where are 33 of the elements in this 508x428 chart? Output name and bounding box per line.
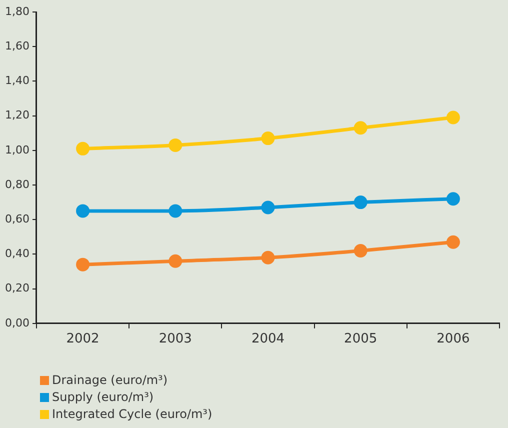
point [354,121,368,135]
legend-label: Drainage (euro/m³) [52,372,168,389]
y-tick-label: 0,60 [4,212,30,226]
point [354,244,368,258]
legend-label: Supply (euro/m³) [52,389,154,406]
point [168,204,182,218]
point [76,142,90,156]
y-tick-label: 0,80 [4,178,30,191]
y-tick-label: 1,20 [4,108,30,122]
point [261,132,275,146]
x-tick-label: 2004 [251,332,285,347]
y-tick-label: 1,80 [4,4,30,18]
x-tick-label: 2006 [436,332,470,347]
point [446,235,460,249]
y-tick-label: 0,20 [4,282,30,295]
point [168,254,182,268]
legend-label: Integrated Cycle (euro/m³) [52,406,212,423]
point [446,192,460,206]
y-tick-label: 0,40 [4,247,30,260]
point [446,110,460,124]
x-tick-label: 2005 [344,332,378,347]
point [168,138,182,152]
y-tick-label: 1,40 [4,74,30,88]
point [76,258,90,272]
point [76,204,90,218]
y-tick-label: 1,00 [4,143,30,156]
x-tick-label: 2002 [66,332,100,347]
point [261,250,275,264]
point [261,200,275,214]
y-tick-label: 0,00 [4,316,30,330]
point [354,196,368,210]
x-tick-label: 2003 [158,332,192,347]
y-tick-label: 1,60 [4,39,30,52]
